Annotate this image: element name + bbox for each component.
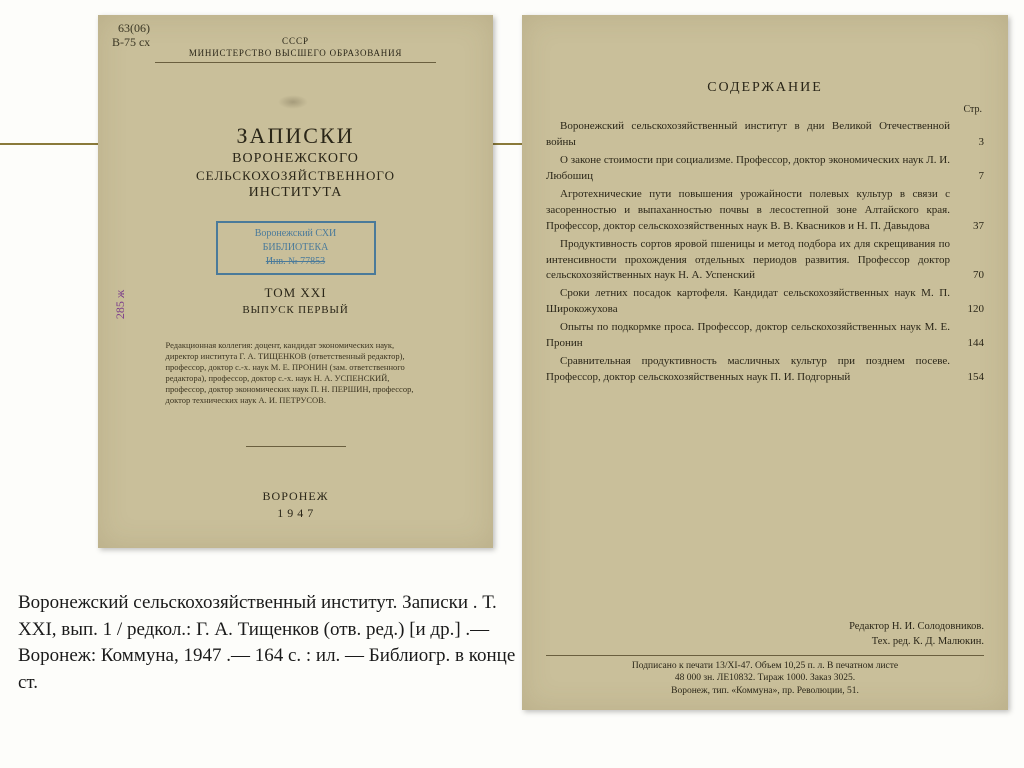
city: ВОРОНЕЖ bbox=[120, 489, 471, 504]
editor-name: Редактор Н. И. Солодовников. bbox=[849, 619, 984, 635]
ink-smudge bbox=[278, 95, 308, 109]
toc-list: Воронежский сельскохозяйственный институ… bbox=[546, 119, 984, 386]
toc-item-page: 37 bbox=[956, 219, 984, 235]
toc-item: Агротехнические пути повышения урожайнос… bbox=[546, 187, 984, 235]
stamp-line-2: БИБЛИОТЕКА bbox=[224, 241, 368, 255]
toc-item-page: 7 bbox=[956, 169, 984, 185]
contents-page: СОДЕРЖАНИЕ Стр. Воронежский сельскохозяй… bbox=[522, 15, 1008, 710]
handwriting-catalog-2: В-75 сх bbox=[112, 35, 150, 50]
toc-item-page: 154 bbox=[956, 370, 984, 386]
toc-item-text: Сравнительная продуктивность масличных к… bbox=[546, 354, 956, 386]
year: 1 9 4 7 bbox=[120, 506, 471, 521]
colophon: Подписано к печати 13/XI-47. Объем 10,25… bbox=[546, 655, 984, 698]
volume: ТОМ XXI bbox=[120, 285, 471, 301]
colophon-line-2: 48 000 зн. ЛЕ10832. Тираж 1000. Заказ 30… bbox=[546, 672, 984, 685]
toc-item-page: 144 bbox=[956, 336, 984, 352]
main-title: ЗАПИСКИ bbox=[120, 123, 471, 149]
toc-item: О законе стоимости при социализме. Профе… bbox=[546, 153, 984, 185]
ministry-label: МИНИСТЕРСТВО ВЫСШЕГО ОБРАЗОВАНИЯ bbox=[120, 48, 471, 58]
stamp-line-1: Воронежский СХИ bbox=[224, 227, 368, 241]
library-stamp: Воронежский СХИ БИБЛИОТЕКА Инв. № 77853 bbox=[216, 221, 376, 275]
toc-item-page: 3 bbox=[956, 135, 984, 151]
toc-item-text: Продуктивность сортов яровой пшеницы и м… bbox=[546, 237, 956, 285]
colophon-line-1: Подписано к печати 13/XI-47. Объем 10,25… bbox=[546, 660, 984, 673]
toc-item-text: Сроки летних посадок картофеля. Кандидат… bbox=[546, 286, 956, 318]
toc-item-page: 120 bbox=[956, 302, 984, 318]
decor-line-left bbox=[0, 143, 98, 145]
toc-item-text: Агротехнические пути повышения урожайнос… bbox=[546, 187, 956, 235]
divider bbox=[155, 62, 436, 63]
colophon-line-3: Воронеж, тип. «Коммуна», пр. Революции, … bbox=[546, 685, 984, 698]
toc-item-page: 70 bbox=[956, 268, 984, 284]
gov-label: СССР bbox=[120, 36, 471, 46]
decor-line-right bbox=[493, 143, 522, 145]
editorial-board: Редакционная коллегия: доцент, кандидат … bbox=[166, 340, 426, 406]
toc-item-text: Воронежский сельскохозяйственный институ… bbox=[546, 119, 956, 151]
toc-item: Продуктивность сортов яровой пшеницы и м… bbox=[546, 237, 984, 285]
tech-editor-name: Тех. ред. К. Д. Малюкин. bbox=[849, 634, 984, 650]
toc-title: СОДЕРЖАНИЕ bbox=[546, 80, 984, 96]
toc-item: Сравнительная продуктивность масличных к… bbox=[546, 354, 984, 386]
toc-item-text: Опыты по подкормке проса. Профессор, док… bbox=[546, 320, 956, 352]
subtitle-1: ВОРОНЕЖСКОГО bbox=[120, 151, 471, 167]
issue: ВЫПУСК ПЕРВЫЙ bbox=[120, 304, 471, 316]
bottom-divider bbox=[246, 446, 346, 447]
toc-item: Воронежский сельскохозяйственный институ… bbox=[546, 119, 984, 151]
stamp-line-3: Инв. № 77853 bbox=[224, 255, 368, 269]
purple-mark: 285 ж bbox=[113, 290, 128, 319]
subtitle-2: СЕЛЬСКОХОЗЯЙСТВЕННОГО bbox=[120, 168, 471, 184]
subtitle-3: ИНСТИТУТА bbox=[120, 185, 471, 201]
page-column-header: Стр. bbox=[546, 104, 984, 115]
caption: Воронежский сельскохозяйственный институ… bbox=[18, 590, 518, 696]
toc-item: Сроки летних посадок картофеля. Кандидат… bbox=[546, 286, 984, 318]
toc-item: Опыты по подкормке проса. Профессор, док… bbox=[546, 320, 984, 352]
handwriting-catalog-1: 63(06) bbox=[118, 21, 150, 36]
toc-item-text: О законе стоимости при социализме. Профе… bbox=[546, 153, 956, 185]
bottom-editors: Редактор Н. И. Солодовников. Тех. ред. К… bbox=[849, 619, 984, 651]
title-page: 63(06) В-75 сх СССР МИНИСТЕРСТВО ВЫСШЕГО… bbox=[98, 15, 493, 548]
